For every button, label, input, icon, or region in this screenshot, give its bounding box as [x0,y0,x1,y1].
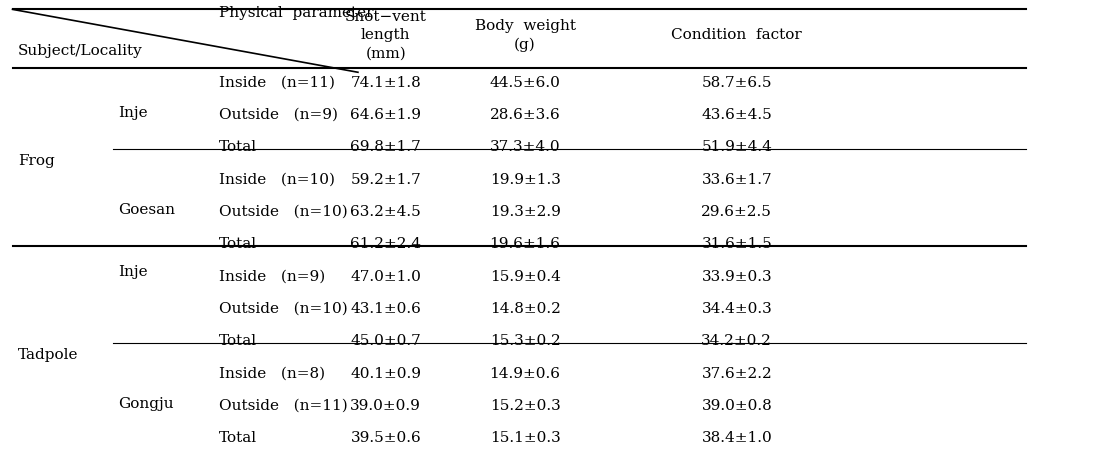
Text: 39.0±0.9: 39.0±0.9 [351,398,421,412]
Text: Gongju: Gongju [118,396,174,410]
Text: 47.0±1.0: 47.0±1.0 [351,269,421,283]
Text: Inside   (n=11): Inside (n=11) [219,75,335,89]
Text: 43.6±4.5: 43.6±4.5 [701,108,772,122]
Text: 28.6±3.6: 28.6±3.6 [489,108,561,122]
Text: Snot−vent
length
(mm): Snot−vent length (mm) [345,9,427,60]
Text: 44.5±6.0: 44.5±6.0 [489,75,561,89]
Text: 58.7±6.5: 58.7±6.5 [701,75,772,89]
Text: 34.2±0.2: 34.2±0.2 [701,334,772,348]
Text: Inje: Inje [118,106,149,120]
Text: 45.0±0.7: 45.0±0.7 [351,334,421,348]
Text: 37.3±4.0: 37.3±4.0 [489,140,561,154]
Text: 61.2±2.4: 61.2±2.4 [351,237,421,251]
Text: Total: Total [219,334,257,348]
Text: Condition  factor: Condition factor [671,28,802,42]
Text: Outside   (n=9): Outside (n=9) [219,108,337,122]
Text: 37.6±2.2: 37.6±2.2 [701,366,772,380]
Text: Body  weight
(g): Body weight (g) [475,18,575,51]
Text: 74.1±1.8: 74.1±1.8 [351,75,421,89]
Text: 19.3±2.9: 19.3±2.9 [489,205,561,219]
Text: 15.1±0.3: 15.1±0.3 [489,431,561,445]
Text: Frog: Frog [18,154,55,168]
Text: Outside   (n=10): Outside (n=10) [219,205,347,219]
Text: 38.4±1.0: 38.4±1.0 [701,431,772,445]
Text: 29.6±2.5: 29.6±2.5 [701,205,772,219]
Text: Outside   (n=11): Outside (n=11) [219,398,347,412]
Text: 64.6±1.9: 64.6±1.9 [351,108,421,122]
Text: 33.9±0.3: 33.9±0.3 [701,269,772,283]
Text: 19.9±1.3: 19.9±1.3 [489,172,561,186]
Text: Inside   (n=8): Inside (n=8) [219,366,325,380]
Text: 31.6±1.5: 31.6±1.5 [701,237,772,251]
Text: 59.2±1.7: 59.2±1.7 [351,172,421,186]
Text: Subject/Locality: Subject/Locality [18,43,143,57]
Text: 39.5±0.6: 39.5±0.6 [351,431,421,445]
Text: Inside   (n=10): Inside (n=10) [219,172,335,186]
Text: 51.9±4.4: 51.9±4.4 [701,140,772,154]
Text: 33.6±1.7: 33.6±1.7 [701,172,772,186]
Text: 15.3±0.2: 15.3±0.2 [489,334,561,348]
Text: 34.4±0.3: 34.4±0.3 [701,301,772,315]
Text: 15.2±0.3: 15.2±0.3 [489,398,561,412]
Text: Total: Total [219,237,257,251]
Text: Total: Total [219,140,257,154]
Text: Outside   (n=10): Outside (n=10) [219,301,347,315]
Text: Physical  parameter: Physical parameter [219,5,374,19]
Text: Inside   (n=9): Inside (n=9) [219,269,325,283]
Text: Tadpole: Tadpole [18,348,78,362]
Text: 15.9±0.4: 15.9±0.4 [489,269,561,283]
Text: 14.8±0.2: 14.8±0.2 [489,301,561,315]
Text: Total: Total [219,431,257,445]
Text: 39.0±0.8: 39.0±0.8 [701,398,772,412]
Text: 14.9±0.6: 14.9±0.6 [489,366,561,380]
Text: 40.1±0.9: 40.1±0.9 [351,366,421,380]
Text: 63.2±4.5: 63.2±4.5 [351,205,421,219]
Text: 19.6±1.6: 19.6±1.6 [489,237,561,251]
Text: Inje: Inje [118,265,149,279]
Text: 43.1±0.6: 43.1±0.6 [351,301,421,315]
Text: Goesan: Goesan [118,202,175,216]
Text: 69.8±1.7: 69.8±1.7 [351,140,421,154]
